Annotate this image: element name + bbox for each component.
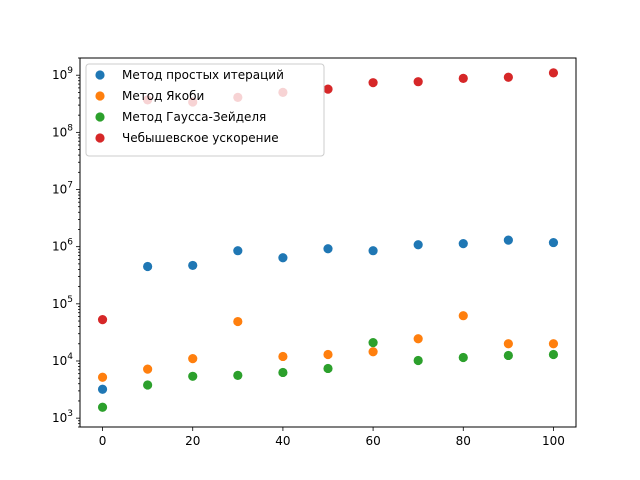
y-tick-label: 108: [52, 123, 73, 139]
y-tick-label: 109: [52, 66, 73, 82]
data-point-series-2: [413, 355, 423, 366]
data-point-series-1: [323, 349, 333, 360]
x-tick-label: 100: [542, 434, 565, 448]
data-point-series-3: [458, 73, 468, 83]
data-point-series-2: [323, 363, 333, 374]
data-point-series-3: [503, 72, 513, 82]
x-tick-label: 20: [185, 434, 200, 448]
data-point-series-0: [97, 384, 108, 394]
legend-label: Метод простых итераций: [122, 68, 284, 82]
legend-marker: [95, 112, 105, 122]
data-point-series-1: [503, 339, 513, 349]
data-point-series-2: [233, 370, 243, 380]
data-point-series-2: [368, 337, 378, 348]
x-axis: 0 20 40 60 80 100: [99, 427, 565, 448]
data-point-series-1: [413, 334, 423, 344]
data-point-series-0: [503, 235, 513, 245]
y-tick-label: 105: [52, 295, 73, 311]
y-axis: 103 104 105 106 107 108 109: [52, 57, 80, 428]
data-point-series-1: [188, 354, 198, 364]
data-point-series-3: [548, 68, 559, 78]
data-point-series-1: [143, 364, 153, 374]
data-point-series-1: [368, 347, 378, 357]
data-point-series-0: [278, 253, 288, 263]
y-tick-label: 104: [52, 352, 73, 368]
legend-marker: [95, 91, 105, 101]
plot-frame: [79, 57, 577, 428]
y-tick-label: 103: [52, 409, 73, 425]
data-point-series-3: [368, 78, 378, 88]
data-point-series-3: [97, 314, 108, 325]
data-point-series-2: [503, 350, 513, 361]
x-tick-label: 60: [365, 434, 380, 448]
data-point-series-2: [548, 349, 559, 360]
x-tick-label: 0: [99, 434, 107, 448]
data-point-series-1: [458, 311, 468, 321]
x-tick-label: 80: [456, 434, 471, 448]
data-point-series-0: [188, 260, 198, 271]
data-point-series-0: [413, 240, 423, 250]
legend-label: Чебышевское ускорение: [122, 131, 279, 145]
x-tick-label: 40: [275, 434, 290, 448]
data-point-series-0: [548, 237, 559, 248]
legend-marker: [95, 133, 105, 143]
data-point-series-2: [278, 367, 288, 378]
data-point-series-3: [323, 84, 333, 94]
legend-box: [85, 63, 325, 157]
data-point-series-2: [97, 402, 108, 412]
data-point-series-0: [143, 261, 153, 272]
legend-label: Метод Якоби: [122, 89, 204, 103]
legend-label: Метод Гаусса-Зейделя: [122, 110, 266, 124]
legend-marker: [95, 70, 105, 80]
legend: Метод простых итераций Метод Якоби Метод Г…: [85, 63, 325, 157]
data-point-series-3: [413, 77, 423, 87]
data-point-series-0: [233, 246, 243, 256]
data-point-series-0: [458, 239, 468, 249]
data-point-series-1: [97, 372, 108, 382]
y-tick-label: 106: [52, 238, 73, 254]
data-point-series-0: [368, 246, 378, 256]
data-point-series-1: [548, 339, 559, 349]
data-point-series-0: [323, 244, 333, 254]
data-point-series-2: [143, 380, 153, 390]
data-point-series-2: [458, 352, 468, 363]
y-tick-label: 107: [52, 181, 73, 197]
data-point-series-1: [233, 316, 243, 327]
data-point-series-1: [278, 351, 288, 362]
data-point-series-2: [188, 371, 198, 381]
